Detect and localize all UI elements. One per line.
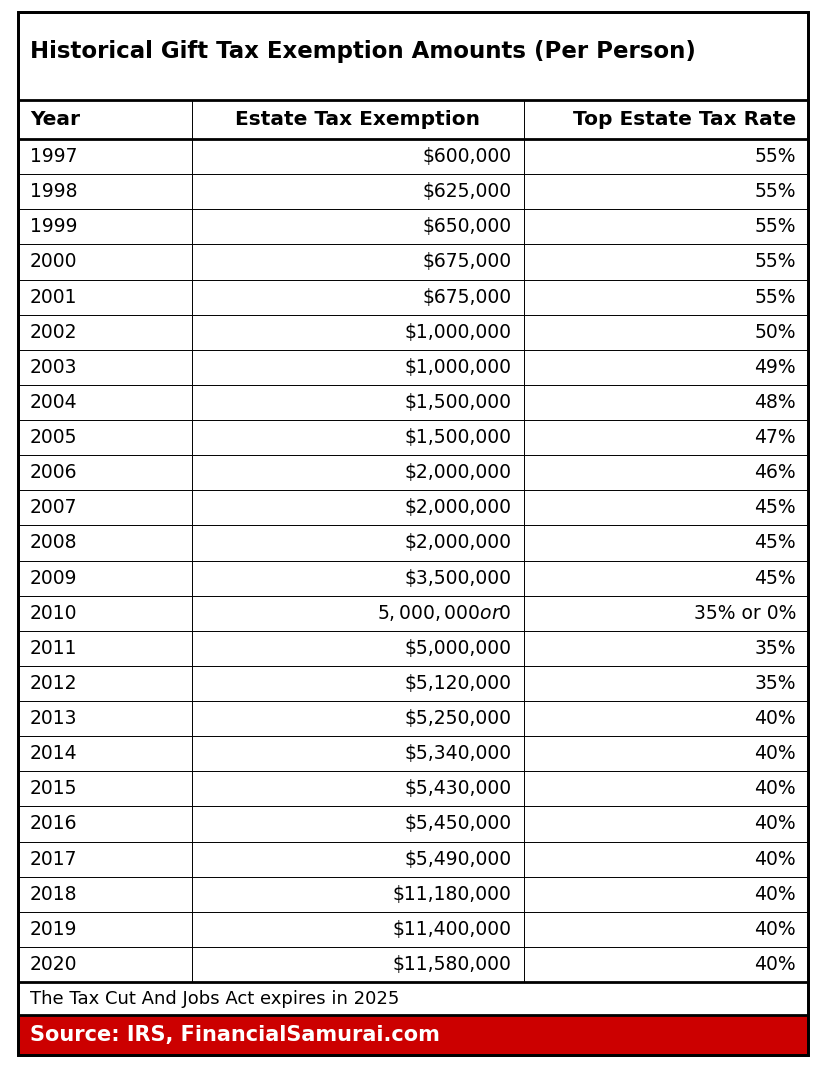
Text: 40%: 40% (754, 920, 796, 939)
Text: $2,000,000: $2,000,000 (405, 498, 511, 517)
Text: 55%: 55% (754, 147, 796, 166)
Text: 40%: 40% (754, 779, 796, 798)
Text: 2018: 2018 (30, 885, 78, 904)
Text: $11,180,000: $11,180,000 (392, 885, 511, 904)
Text: Top Estate Tax Rate: Top Estate Tax Rate (573, 110, 796, 129)
Text: Estate Tax Exemption: Estate Tax Exemption (235, 110, 480, 129)
Text: $625,000: $625,000 (422, 182, 511, 202)
Text: 40%: 40% (754, 710, 796, 728)
Text: 2010: 2010 (30, 604, 78, 623)
Text: $675,000: $675,000 (422, 288, 511, 306)
Text: $2,000,000: $2,000,000 (405, 463, 511, 482)
Text: 2013: 2013 (30, 710, 78, 728)
Text: 2000: 2000 (30, 253, 78, 271)
Text: 40%: 40% (754, 955, 796, 974)
Text: $3,500,000: $3,500,000 (405, 569, 511, 588)
Text: 2003: 2003 (30, 357, 78, 377)
Text: 2020: 2020 (30, 955, 78, 974)
Text: 40%: 40% (754, 885, 796, 904)
Text: $5,450,000: $5,450,000 (405, 814, 511, 833)
Bar (18, 1015, 808, 1055)
Text: $5,000,000 or $0: $5,000,000 or $0 (377, 603, 511, 623)
Text: 40%: 40% (754, 814, 796, 833)
Text: 2007: 2007 (30, 498, 78, 517)
Text: $5,430,000: $5,430,000 (405, 779, 511, 798)
Text: 35%: 35% (754, 639, 796, 658)
Text: 48%: 48% (754, 393, 796, 412)
Text: $2,000,000: $2,000,000 (405, 534, 511, 553)
Text: $1,000,000: $1,000,000 (405, 322, 511, 341)
Text: 40%: 40% (754, 744, 796, 763)
Text: Historical Gift Tax Exemption Amounts (Per Person): Historical Gift Tax Exemption Amounts (P… (30, 41, 695, 63)
Bar (18, 100, 808, 139)
Text: $1,500,000: $1,500,000 (405, 428, 511, 447)
Text: $5,120,000: $5,120,000 (405, 674, 511, 692)
Text: 2017: 2017 (30, 849, 78, 869)
Text: 1998: 1998 (30, 182, 78, 202)
Text: Source: IRS, FinancialSamurai.com: Source: IRS, FinancialSamurai.com (30, 1025, 440, 1045)
Text: $1,500,000: $1,500,000 (405, 393, 511, 412)
Text: 2009: 2009 (30, 569, 78, 588)
Text: 1999: 1999 (30, 218, 78, 236)
Text: 55%: 55% (754, 182, 796, 202)
Text: 55%: 55% (754, 218, 796, 236)
Text: $5,000,000: $5,000,000 (405, 639, 511, 658)
Text: $11,400,000: $11,400,000 (392, 920, 511, 939)
Text: 2006: 2006 (30, 463, 78, 482)
Text: 2019: 2019 (30, 920, 78, 939)
Text: 2001: 2001 (30, 288, 78, 306)
Text: 2014: 2014 (30, 744, 78, 763)
Text: 2005: 2005 (30, 428, 78, 447)
Text: 1997: 1997 (30, 147, 78, 166)
Text: 46%: 46% (754, 463, 796, 482)
Text: 45%: 45% (754, 498, 796, 517)
Text: 45%: 45% (754, 569, 796, 588)
Text: $650,000: $650,000 (422, 218, 511, 236)
Text: 2015: 2015 (30, 779, 78, 798)
Text: $5,250,000: $5,250,000 (405, 710, 511, 728)
Bar (18, 12, 808, 100)
Text: 2002: 2002 (30, 322, 78, 341)
Text: 40%: 40% (754, 849, 796, 869)
Text: 49%: 49% (754, 357, 796, 377)
Text: 35% or 0%: 35% or 0% (694, 604, 796, 623)
Text: 2016: 2016 (30, 814, 78, 833)
Bar (18, 982, 808, 1015)
Text: 50%: 50% (754, 322, 796, 341)
Text: 45%: 45% (754, 534, 796, 553)
Text: $1,000,000: $1,000,000 (405, 357, 511, 377)
Text: 55%: 55% (754, 288, 796, 306)
Text: $11,580,000: $11,580,000 (392, 955, 511, 974)
Text: The Tax Cut And Jobs Act expires in 2025: The Tax Cut And Jobs Act expires in 2025 (30, 989, 400, 1007)
Text: 35%: 35% (754, 674, 796, 692)
Text: 2012: 2012 (30, 674, 78, 692)
Text: $675,000: $675,000 (422, 253, 511, 271)
Text: $600,000: $600,000 (422, 147, 511, 166)
Text: 47%: 47% (754, 428, 796, 447)
Text: $5,340,000: $5,340,000 (405, 744, 511, 763)
Text: 2011: 2011 (30, 639, 78, 658)
Text: Year: Year (30, 110, 80, 129)
Text: $5,490,000: $5,490,000 (405, 849, 511, 869)
Text: 2008: 2008 (30, 534, 78, 553)
Text: 2004: 2004 (30, 393, 78, 412)
Text: 55%: 55% (754, 253, 796, 271)
